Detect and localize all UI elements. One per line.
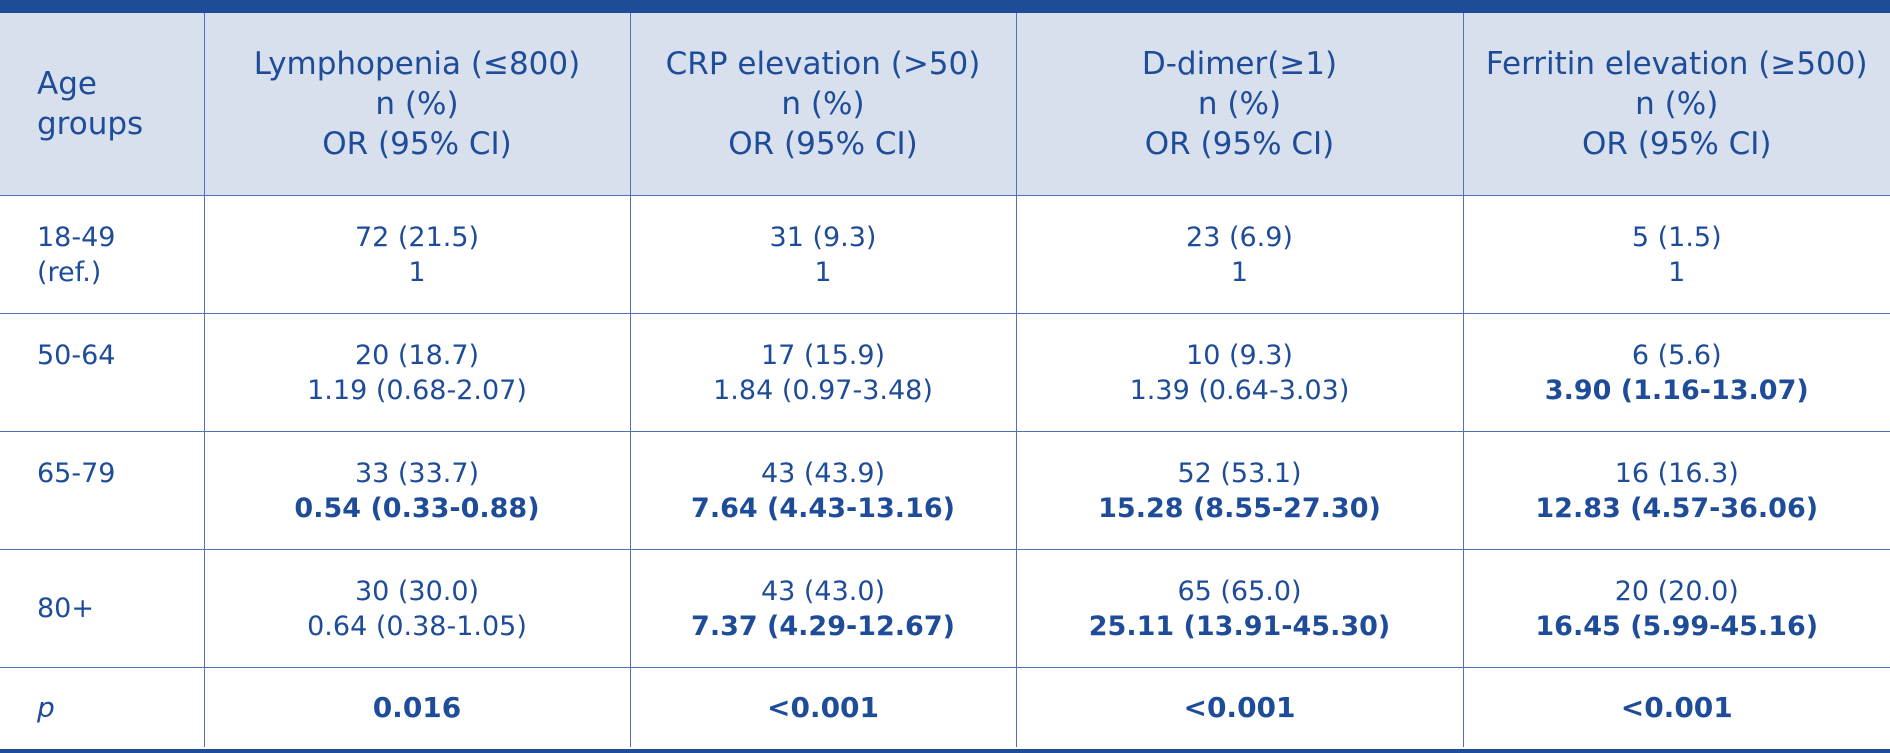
age-group-lab-table: Age groups Lymphopenia (≤800) n (%) OR (… (0, 13, 1890, 747)
data-cell: 20 (20.0) 16.45 (5.99-45.16) (1462, 548, 1890, 667)
header-d-dimer: D-dimer(≥1) n (%) OR (95% CI) (1015, 13, 1463, 195)
n-value: 30 (30.0) (354, 575, 480, 607)
or-value: 0.64 (0.38-1.05) (307, 610, 527, 642)
n-value: 31 (9.3) (769, 221, 877, 253)
header-n-label: n (%) (781, 85, 865, 122)
data-cell: 52 (53.1) 15.28 (8.55-27.30) (1015, 430, 1463, 549)
data-cell: 33 (33.7) 0.54 (0.33-0.88) (203, 430, 630, 549)
n-value: 43 (43.0) (760, 575, 886, 607)
or-value: 15.28 (8.55-27.30) (1098, 492, 1381, 524)
p-value-row: p 0.016 <0.001 <0.001 <0.001 (0, 666, 1890, 747)
table-row: 50-64 20 (18.7) 1.19 (0.68-2.07) 17 (15.… (0, 312, 1890, 431)
age-cell: 65-79 (0, 430, 204, 549)
header-ferritin: Ferritin elevation (≥500) n (%) OR (95% … (1462, 13, 1890, 195)
or-value: 7.64 (4.43-13.16) (691, 492, 955, 524)
data-cell: 10 (9.3) 1.39 (0.64-3.03) (1015, 312, 1463, 431)
or-value: 1 (1230, 256, 1249, 288)
header-n-label: n (%) (1635, 85, 1719, 122)
age-cell: 80+ (0, 548, 204, 667)
data-cell: 5 (1.5) 1 (1462, 194, 1890, 313)
header-title: Lymphopenia (≤800) (253, 45, 581, 82)
or-value: 0.54 (0.33-0.88) (294, 492, 540, 524)
header-title: Ferritin elevation (≥500) (1485, 45, 1868, 82)
age-label: 65-79 (37, 457, 116, 489)
data-cell: 23 (6.9) 1 (1015, 194, 1463, 313)
header-lymphopenia: Lymphopenia (≤800) n (%) OR (95% CI) (203, 13, 630, 195)
header-n-label: n (%) (375, 85, 459, 122)
data-cell: 30 (30.0) 0.64 (0.38-1.05) (203, 548, 630, 667)
header-or-label: OR (95% CI) (322, 125, 512, 162)
n-value: 72 (21.5) (354, 221, 480, 253)
data-cell: 43 (43.0) 7.37 (4.29-12.67) (629, 548, 1016, 667)
n-value: 10 (9.3) (1186, 339, 1293, 371)
header-or-label: OR (95% CI) (728, 125, 918, 162)
age-cell: 50-64 (0, 312, 204, 431)
n-value: 5 (1.5) (1631, 221, 1722, 253)
n-value: 52 (53.1) (1177, 457, 1302, 489)
header-or-label: OR (95% CI) (1581, 125, 1772, 162)
age-label: 18-49 (37, 221, 116, 253)
p-value: <0.001 (629, 666, 1016, 747)
age-label: 50-64 (37, 339, 116, 371)
header-title: CRP elevation (>50) (665, 45, 981, 82)
header-n-label: n (%) (1197, 85, 1282, 122)
age-cell: 18-49 (ref.) (0, 194, 204, 313)
data-cell: 17 (15.9) 1.84 (0.97-3.48) (629, 312, 1016, 431)
data-cell: 31 (9.3) 1 (629, 194, 1016, 313)
data-cell: 20 (18.7) 1.19 (0.68-2.07) (203, 312, 630, 431)
or-value: 1.39 (0.64-3.03) (1129, 374, 1350, 406)
p-label: p (0, 666, 204, 747)
header-crp: CRP elevation (>50) n (%) OR (95% CI) (629, 13, 1016, 195)
p-value: <0.001 (1462, 666, 1890, 747)
data-cell: 65 (65.0) 25.11 (13.91-45.30) (1015, 548, 1463, 667)
header-or-label: OR (95% CI) (1144, 125, 1335, 162)
n-value: 65 (65.0) (1177, 575, 1302, 607)
header-title: D-dimer(≥1) (1141, 45, 1338, 82)
n-value: 6 (5.6) (1631, 339, 1722, 371)
table-header-row: Age groups Lymphopenia (≤800) n (%) OR (… (0, 13, 1890, 195)
or-value: 16.45 (5.99-45.16) (1535, 610, 1819, 642)
or-value: 1 (1668, 256, 1686, 288)
or-value: 25.11 (13.91-45.30) (1088, 610, 1391, 642)
p-value: 0.016 (203, 666, 630, 747)
table-row: 80+ 30 (30.0) 0.64 (0.38-1.05) 43 (43.0)… (0, 548, 1890, 667)
data-cell: 16 (16.3) 12.83 (4.57-36.06) (1462, 430, 1890, 549)
n-value: 16 (16.3) (1614, 457, 1739, 489)
or-value: 1.19 (0.68-2.07) (307, 374, 527, 406)
or-value: 1.84 (0.97-3.48) (713, 374, 933, 406)
data-cell: 72 (21.5) 1 (203, 194, 630, 313)
header-age-line-2: groups (37, 105, 144, 142)
or-value: 1 (408, 256, 426, 288)
age-label: 80+ (37, 592, 94, 624)
n-value: 23 (6.9) (1186, 221, 1293, 253)
or-value: 7.37 (4.29-12.67) (691, 610, 955, 642)
header-age-groups: Age groups (0, 13, 204, 195)
age-sublabel: (ref.) (37, 256, 102, 288)
data-cell: 6 (5.6) 3.90 (1.16-13.07) (1462, 312, 1890, 431)
table-row: 18-49 (ref.) 72 (21.5) 1 31 (9.3) 1 23 (… (0, 194, 1890, 313)
or-value: 1 (814, 256, 832, 288)
header-age-line-1: Age (37, 65, 97, 102)
p-value: <0.001 (1015, 666, 1463, 747)
n-value: 43 (43.9) (760, 457, 886, 489)
n-value: 33 (33.7) (354, 457, 480, 489)
table-row: 65-79 33 (33.7) 0.54 (0.33-0.88) 43 (43.… (0, 430, 1890, 549)
n-value: 17 (15.9) (760, 339, 886, 371)
n-value: 20 (20.0) (1614, 575, 1739, 607)
or-value: 12.83 (4.57-36.06) (1535, 492, 1819, 524)
data-cell: 43 (43.9) 7.64 (4.43-13.16) (629, 430, 1016, 549)
n-value: 20 (18.7) (354, 339, 480, 371)
or-value: 3.90 (1.16-13.07) (1544, 374, 1809, 406)
